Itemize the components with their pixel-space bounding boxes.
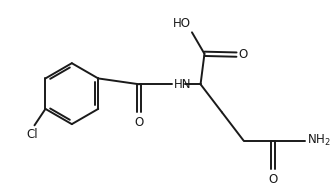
Text: Cl: Cl (27, 128, 38, 141)
Text: O: O (268, 173, 278, 186)
Text: HO: HO (173, 17, 191, 30)
Text: O: O (239, 48, 248, 61)
Text: HN: HN (174, 78, 192, 91)
Text: O: O (135, 116, 144, 129)
Text: NH$_2$: NH$_2$ (307, 133, 331, 148)
